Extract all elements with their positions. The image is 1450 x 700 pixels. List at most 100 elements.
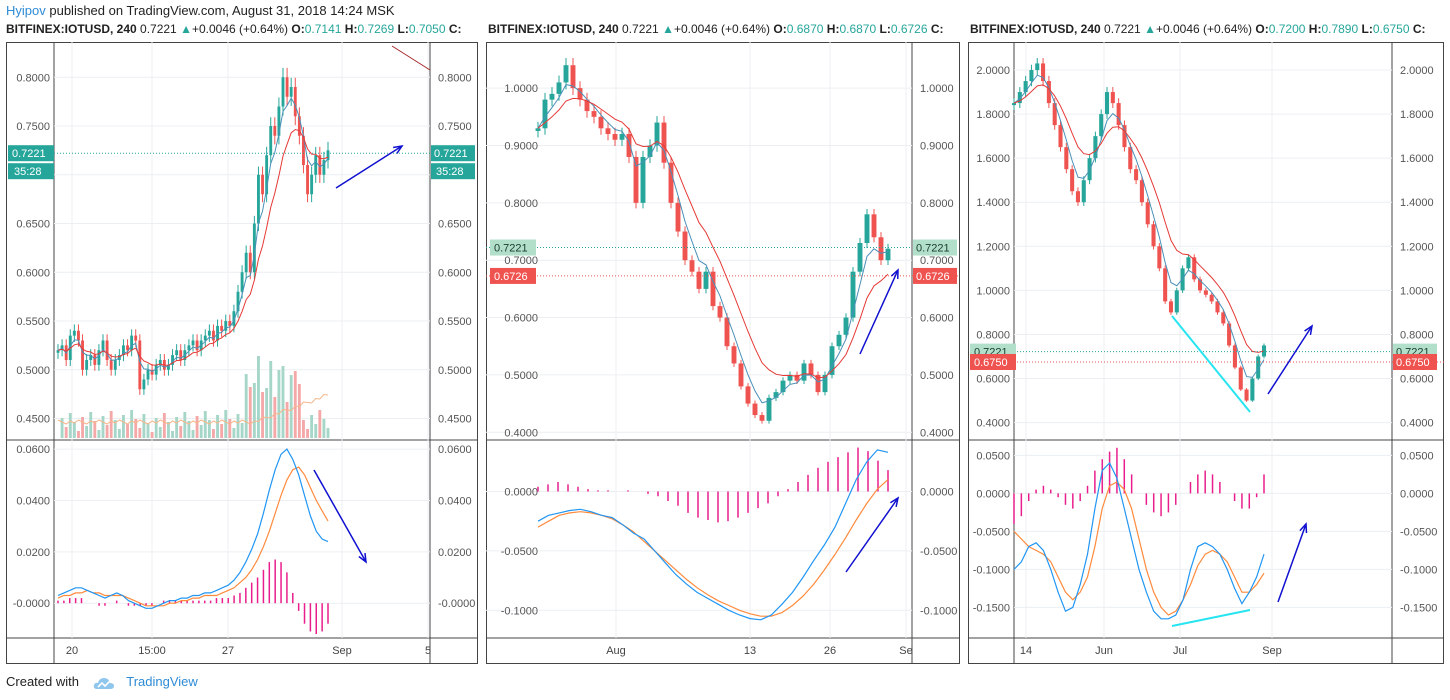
candle-body (878, 237, 884, 261)
candle-body (171, 355, 174, 365)
price-tick-left: 0.6500 (16, 219, 50, 231)
annotation-arrow-up-macd-head (889, 496, 900, 507)
candle-body (773, 392, 779, 398)
price-tick-left: 0.4000 (504, 427, 538, 439)
panel-title-3: BITFINEX:IOTUSD, 240 0.7221 ▲+0.0046 (+0… (970, 22, 1426, 36)
candle-body (261, 174, 264, 195)
price-tick-left: 1.0000 (976, 285, 1010, 297)
macd-tick-left: -0.0500 (501, 546, 538, 558)
volume-bar (281, 366, 285, 438)
candle-body (1064, 147, 1069, 170)
candle-body (1163, 268, 1168, 302)
last-price-label-right: 0.7221 (916, 243, 950, 255)
candle-body (248, 252, 252, 273)
tradingview-link[interactable]: TradingView (126, 674, 198, 689)
last-price-label-right: 0.7221 (434, 148, 468, 160)
chart-panel-2[interactable]: 1.0000 1.0000 0.9000 0.9000 0.8000 0.8000 0.70… (486, 42, 960, 664)
annotation-arrow-up-head (1304, 324, 1314, 335)
ma-slow-line (57, 128, 329, 366)
volume-bar (297, 384, 301, 438)
volume-bar (142, 414, 146, 438)
chart-panel-1[interactable]: 0.80000.80000.75000.75000.70000.70000.65… (6, 42, 478, 664)
candle-body (1151, 224, 1156, 247)
author-link[interactable]: Hyipov (6, 3, 46, 18)
candle-body (314, 155, 318, 175)
chart-panel-3[interactable]: 2.0000 2.0000 1.8000 1.8000 1.6000 1.6000 1.40… (968, 42, 1444, 664)
volume-bar (113, 420, 117, 438)
time-tick: Sep (332, 645, 352, 657)
price-label: 0.7221 (140, 22, 177, 36)
candle-body (815, 374, 821, 393)
candle-body (122, 345, 125, 356)
candle-body (138, 340, 142, 390)
candle-body (207, 330, 211, 336)
annotation-arrow-up-head (393, 144, 404, 154)
candle-body (97, 350, 101, 365)
volume-bar (318, 410, 322, 438)
candle-body (297, 116, 301, 136)
candle-body (682, 231, 688, 261)
candle-body (654, 122, 660, 146)
created-with-label: Created with (6, 674, 79, 689)
candle-body (1186, 257, 1191, 269)
candle-body (142, 379, 146, 390)
candle-body (285, 77, 289, 97)
macd-tick-right: -0.1000 (920, 605, 957, 617)
volume-bar (158, 427, 162, 438)
close-price-label-left: 0.6750 (974, 357, 1008, 369)
candle-body (232, 311, 236, 326)
candle-body (626, 134, 632, 157)
symbol-label: BITFINEX:IOTUSD, 240 (6, 22, 137, 36)
price-tick-right: 0.8000 (920, 198, 954, 210)
candle-body (752, 403, 758, 416)
candle-body (1093, 136, 1098, 159)
open-label: O: (291, 22, 305, 36)
candle-body (885, 248, 891, 261)
candle-body (801, 363, 807, 381)
annotation-arrow-up (335, 145, 403, 189)
change-label: +0.0046 (+0.64%) (191, 22, 289, 36)
price-tick-left: 2.0000 (976, 65, 1010, 77)
volume-bar (326, 428, 330, 438)
candle-body (85, 360, 89, 370)
candle-body (1174, 290, 1179, 313)
volume-bar (109, 411, 113, 438)
candle-body (257, 174, 260, 224)
price-tick-right: 1.0000 (920, 83, 954, 95)
candle-body (1261, 345, 1267, 357)
annotation-arrow-up-macd (845, 497, 899, 573)
close-price-tag-right (1393, 353, 1437, 370)
volume-bar (216, 415, 219, 438)
candle-body (146, 369, 150, 380)
time-tick: 5 (425, 645, 431, 657)
candle-body (302, 135, 305, 165)
macd-tick-left: 0.0400 (16, 495, 50, 507)
candle-body (871, 214, 877, 238)
candle-body (228, 321, 232, 326)
volume-bar (236, 414, 240, 438)
candle-body (745, 386, 751, 404)
candle-body (619, 134, 625, 140)
candle-body (1232, 345, 1237, 368)
macd-tick-left: 0.0000 (976, 488, 1010, 500)
macd-tick-right: 0.0000 (920, 487, 954, 499)
candle-body (731, 346, 737, 364)
candle-body (738, 363, 744, 387)
time-tick: Jul (1173, 645, 1187, 657)
open-value: 0.7200 (1268, 22, 1306, 36)
price-tick-right: 0.6000 (920, 313, 954, 325)
volume-bar (117, 429, 121, 438)
candle-body (167, 364, 170, 370)
price-tick-right: 1.2000 (1400, 241, 1434, 253)
candle-body (577, 88, 583, 100)
candle-body (265, 155, 269, 195)
candle-body (1029, 70, 1034, 82)
annotation-arrow-down (313, 469, 367, 563)
candle-body (1041, 63, 1046, 82)
candle-body (794, 374, 800, 381)
candle-body (542, 99, 548, 129)
open-label: O: (1255, 22, 1269, 36)
low-label: L: (1361, 22, 1373, 36)
close-price-tag-left (490, 267, 536, 284)
price-tick-left: 1.6000 (976, 153, 1010, 165)
